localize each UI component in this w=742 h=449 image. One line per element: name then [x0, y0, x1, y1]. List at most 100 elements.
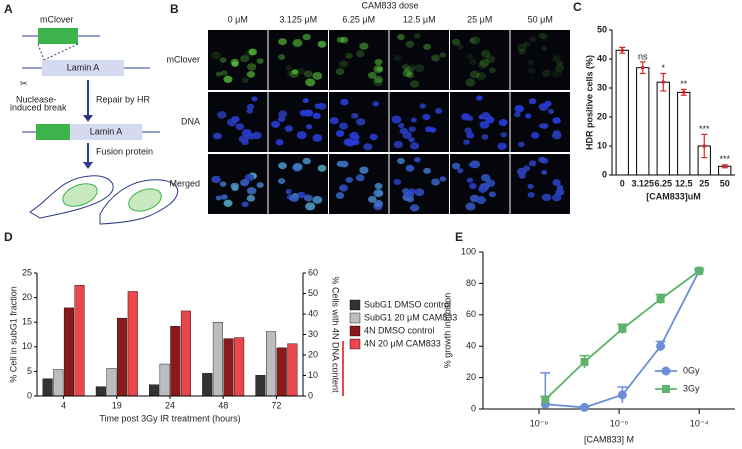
point: [695, 266, 704, 275]
cell: [285, 189, 292, 195]
cell: [339, 122, 348, 130]
panel-letter: E: [455, 230, 463, 244]
mean-dot: [640, 65, 645, 70]
cell: [246, 108, 254, 114]
cell: [353, 135, 360, 140]
mean-dot: [681, 90, 686, 95]
x-tick-label: 19: [112, 400, 122, 410]
cell: [230, 182, 240, 190]
cell: [241, 201, 249, 208]
x-tick-label: 10⁻⁴: [690, 418, 709, 428]
bar: [63, 307, 74, 397]
cell: [479, 58, 490, 67]
cell: [540, 33, 549, 40]
row-label: DNA: [181, 116, 200, 126]
cell: [339, 60, 348, 68]
cell: [246, 187, 257, 195]
cell: [552, 55, 561, 62]
cell: [465, 202, 476, 211]
point: [579, 402, 589, 412]
cell: [297, 191, 306, 199]
cell: [410, 117, 417, 123]
cell: [414, 64, 425, 73]
cell: [345, 52, 354, 59]
cell: [516, 167, 527, 176]
cell: [466, 177, 474, 183]
y-tick-label: 100: [461, 246, 476, 256]
cell: [219, 181, 227, 187]
cell: [302, 157, 311, 165]
cell: [246, 195, 256, 202]
cell: [551, 69, 562, 78]
cell: [252, 131, 262, 140]
cell: [302, 33, 311, 41]
x-axis-label: [CAM833] M: [584, 434, 634, 444]
cell: [352, 139, 360, 146]
cell: [217, 111, 227, 119]
cell: [466, 53, 474, 59]
cell: [464, 127, 472, 134]
cell: [414, 33, 421, 39]
cell: [312, 112, 321, 119]
arrow-head: [83, 162, 93, 169]
cell: [376, 190, 383, 196]
bar: [159, 363, 170, 397]
cell: [481, 174, 491, 182]
cell: [530, 131, 540, 139]
cell: [278, 110, 288, 118]
cell: [435, 108, 443, 114]
cell: [336, 36, 345, 43]
y-tick-label: 40: [466, 341, 476, 351]
arrow-head: [83, 115, 93, 122]
bar: [223, 338, 234, 397]
cell: [524, 113, 532, 119]
cell: [514, 111, 521, 118]
cell: [423, 167, 432, 174]
cell: [393, 55, 402, 62]
cell: [469, 70, 480, 79]
cell: [402, 64, 410, 71]
bar: [677, 91, 691, 176]
cell: [439, 176, 447, 182]
cell: [539, 123, 546, 129]
cell: [404, 190, 415, 199]
micrograph: [450, 154, 510, 214]
cell: [552, 130, 561, 137]
cell: [408, 126, 416, 133]
cell: [329, 117, 339, 125]
point: [617, 390, 627, 400]
cell: [248, 48, 257, 56]
cell: [393, 179, 402, 186]
cell: [523, 41, 531, 48]
cell: [514, 104, 525, 113]
legend-marker: [662, 385, 670, 393]
cell: [517, 141, 525, 148]
cell: [485, 116, 495, 124]
micrograph: [510, 30, 570, 90]
bar: [74, 285, 85, 397]
y2-tick-label: 40: [308, 308, 318, 318]
point: [656, 295, 665, 304]
mean-dot: [702, 144, 707, 148]
cell: [527, 191, 535, 198]
cell: [317, 164, 327, 172]
panel-letter: A: [4, 2, 13, 16]
cell: [551, 193, 562, 202]
cell: [527, 67, 535, 74]
cell: [340, 161, 347, 166]
cell: [393, 140, 403, 149]
cell: [230, 58, 240, 66]
cell: [476, 72, 487, 81]
cell: [476, 196, 487, 205]
cell: [528, 160, 537, 167]
y-tick-label: 40: [597, 53, 607, 63]
cell: [296, 131, 307, 140]
cell: [256, 58, 264, 64]
cell: [541, 45, 548, 51]
cell: [240, 55, 250, 63]
x-tick-label: 4: [61, 400, 66, 410]
significance: *: [661, 63, 665, 73]
legend-swatch: [349, 299, 361, 311]
cell: [476, 95, 483, 101]
cell: [410, 204, 420, 212]
